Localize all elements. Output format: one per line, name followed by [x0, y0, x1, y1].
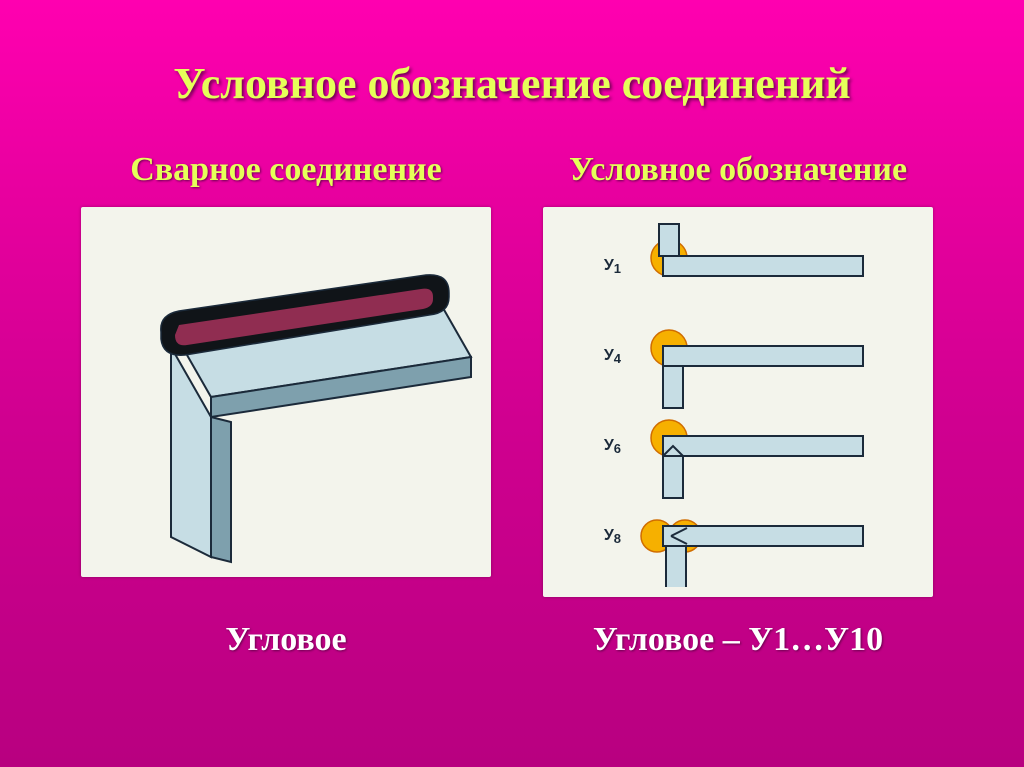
left-caption: Угловое — [60, 621, 512, 659]
weld-3d-figure — [81, 207, 491, 577]
right-caption: Угловое – У1…У10 — [512, 621, 964, 659]
right-column: Условное обозначение У1 У4 У6 У8 — [512, 151, 964, 597]
svg-text:У6: У6 — [604, 437, 621, 456]
svg-text:У4: У4 — [604, 347, 622, 366]
right-heading: Условное обозначение — [569, 151, 907, 189]
slide-title: Условное обозначение соединений — [0, 0, 1024, 109]
designation-figure: У1 У4 У6 У8 — [543, 217, 933, 587]
right-panel: У1 У4 У6 У8 — [543, 207, 933, 597]
left-heading: Сварное соединение — [130, 151, 441, 189]
left-column: Сварное соединение — [60, 151, 512, 597]
columns: Сварное соединение Условное обозначение … — [0, 151, 1024, 597]
left-panel — [81, 207, 491, 577]
svg-text:У8: У8 — [604, 527, 621, 546]
svg-text:У1: У1 — [604, 257, 621, 276]
slide: Условное обозначение соединений Сварное … — [0, 0, 1024, 767]
captions-row: Угловое Угловое – У1…У10 — [0, 621, 1024, 659]
